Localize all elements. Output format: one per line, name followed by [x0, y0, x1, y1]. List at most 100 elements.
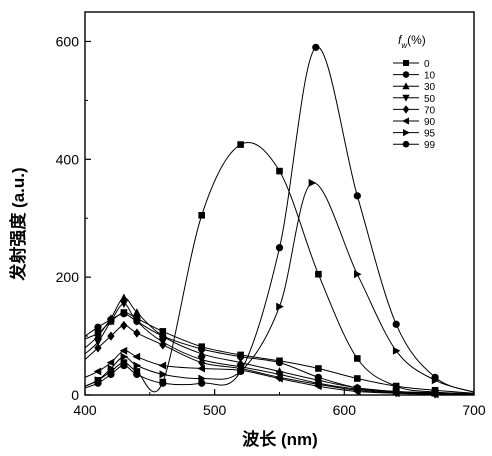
y-tick-label: 600: [56, 33, 80, 49]
data-point: [93, 367, 102, 376]
data-point: [236, 367, 245, 376]
data-point: [354, 355, 361, 362]
legend-label: 30: [424, 82, 436, 93]
data-point: [159, 378, 167, 386]
x-axis-label: 波长 (nm): [242, 429, 318, 449]
data-point: [119, 300, 128, 308]
series-99: [84, 43, 475, 393]
series-extra: [84, 141, 475, 396]
data-point: [237, 141, 244, 148]
data-point: [120, 320, 128, 331]
data-point: [107, 368, 115, 375]
data-point: [107, 331, 115, 341]
data-point: [106, 358, 115, 367]
data-point: [276, 302, 284, 311]
data-point: [159, 370, 168, 379]
data-point: [119, 293, 128, 302]
data-point: [132, 352, 141, 361]
x-tick-label: 400: [73, 402, 97, 418]
data-point: [392, 320, 400, 328]
y-axis-label: 发射强度 (a.u.): [8, 167, 28, 281]
data-point: [198, 379, 206, 387]
legend-marker: [402, 82, 410, 90]
data-point: [94, 338, 102, 347]
data-point: [159, 340, 167, 350]
legend-label: 90: [424, 117, 436, 128]
data-point: [308, 178, 317, 187]
data-point: [119, 346, 128, 355]
data-point: [276, 167, 283, 175]
data-point: [120, 352, 129, 361]
data-point: [354, 270, 362, 279]
data-point: [197, 364, 205, 373]
data-point: [158, 361, 167, 370]
legend-marker: [403, 129, 410, 137]
data-point: [133, 361, 142, 370]
legend-marker: [402, 71, 410, 78]
series-50: [84, 300, 475, 399]
legend-title-rest: (%): [407, 33, 426, 47]
series-10: [84, 310, 475, 397]
data-point: [120, 359, 128, 366]
data-point: [315, 270, 322, 278]
x-tick-label: 600: [333, 402, 357, 418]
y-tick-label: 200: [56, 269, 80, 285]
data-point: [133, 368, 141, 375]
data-point: [353, 387, 361, 396]
legend-marker: [403, 60, 409, 66]
data-point: [275, 244, 284, 252]
data-point: [94, 376, 102, 384]
y-tick-label: 400: [56, 151, 80, 167]
legend-title-sub: w: [401, 41, 408, 50]
legend-label: 0: [424, 59, 430, 70]
plot-frame: [84, 11, 475, 396]
data-point: [133, 328, 141, 338]
data-point: [275, 374, 283, 383]
legend-label: 99: [424, 140, 436, 151]
data-point: [315, 365, 322, 372]
series-line: [84, 46, 475, 393]
data-point: [198, 211, 205, 219]
data-point: [106, 318, 115, 326]
data-point: [198, 357, 206, 368]
series-layer: [84, 43, 475, 399]
data-point: [236, 353, 245, 361]
data-point: [120, 310, 128, 318]
data-point: [314, 382, 322, 391]
data-point: [158, 331, 167, 340]
y-tick-label: 0: [71, 387, 79, 403]
data-point: [312, 43, 320, 51]
data-point: [431, 373, 439, 381]
data-point: [159, 328, 167, 335]
data-point: [94, 331, 102, 340]
data-point: [353, 192, 361, 200]
data-point: [94, 343, 102, 353]
x-tick-label: 500: [203, 402, 227, 418]
legend-label: 50: [424, 94, 436, 105]
legend-label: 70: [424, 105, 436, 116]
data-point: [392, 346, 401, 355]
data-point: [275, 358, 284, 367]
data-point: [132, 308, 141, 316]
legend-label: 95: [424, 129, 436, 140]
data-point: [132, 318, 141, 326]
legend-marker: [402, 105, 410, 114]
data-point: [197, 349, 206, 358]
data-point: [392, 382, 400, 390]
data-point: [198, 345, 206, 353]
legend-marker: [402, 94, 410, 102]
data-point: [354, 375, 361, 382]
legend-title: fw(%): [398, 33, 426, 50]
legend-title-main: f: [398, 33, 403, 47]
legend-label: 10: [424, 71, 436, 82]
x-tick-label: 700: [462, 402, 486, 418]
legend-marker: [402, 140, 410, 148]
data-point: [94, 323, 102, 331]
data-point: [431, 388, 439, 396]
series-line: [84, 142, 475, 395]
legend-marker: [402, 117, 409, 125]
